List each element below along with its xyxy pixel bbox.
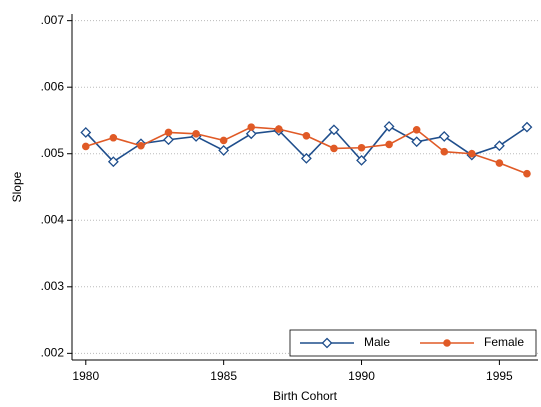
marker (356, 154, 367, 166)
marker (523, 169, 531, 178)
marker (247, 123, 256, 131)
marker (468, 149, 476, 158)
marker (328, 124, 340, 136)
marker (163, 134, 174, 146)
marker (245, 128, 257, 140)
marker (521, 121, 533, 133)
marker (107, 156, 119, 168)
marker (412, 125, 421, 134)
y-tick-label: .004 (41, 212, 65, 226)
y-tick-label: .003 (41, 279, 65, 293)
legend-label: Female (484, 335, 524, 349)
marker (495, 159, 504, 167)
marker (321, 337, 333, 349)
marker (81, 142, 90, 151)
x-tick-label: 1995 (486, 369, 513, 383)
marker (302, 131, 311, 140)
marker (109, 133, 118, 142)
marker (275, 125, 283, 133)
marker (383, 121, 395, 132)
marker (385, 140, 393, 149)
x-tick-label: 1985 (210, 369, 237, 383)
y-axis-title: Slope (10, 171, 24, 202)
x-tick-label: 1980 (72, 369, 99, 383)
legend-label: Male (364, 335, 390, 349)
marker (438, 131, 450, 142)
marker (493, 140, 505, 152)
marker (300, 152, 312, 164)
marker (330, 144, 338, 153)
y-tick-label: .006 (41, 79, 65, 93)
y-tick-label: .005 (41, 146, 65, 160)
y-tick-label: .007 (41, 13, 65, 27)
marker (164, 128, 173, 137)
marker (219, 136, 228, 145)
marker (192, 129, 200, 138)
y-tick-label: .002 (41, 346, 65, 360)
x-tick-label: 1990 (348, 369, 375, 383)
x-axis-title: Birth Cohort (273, 389, 338, 403)
marker (218, 144, 230, 156)
marker (80, 127, 92, 138)
marker (357, 143, 366, 152)
marker (137, 141, 145, 150)
marker (440, 147, 449, 156)
marker (411, 136, 423, 148)
marker (443, 339, 451, 347)
